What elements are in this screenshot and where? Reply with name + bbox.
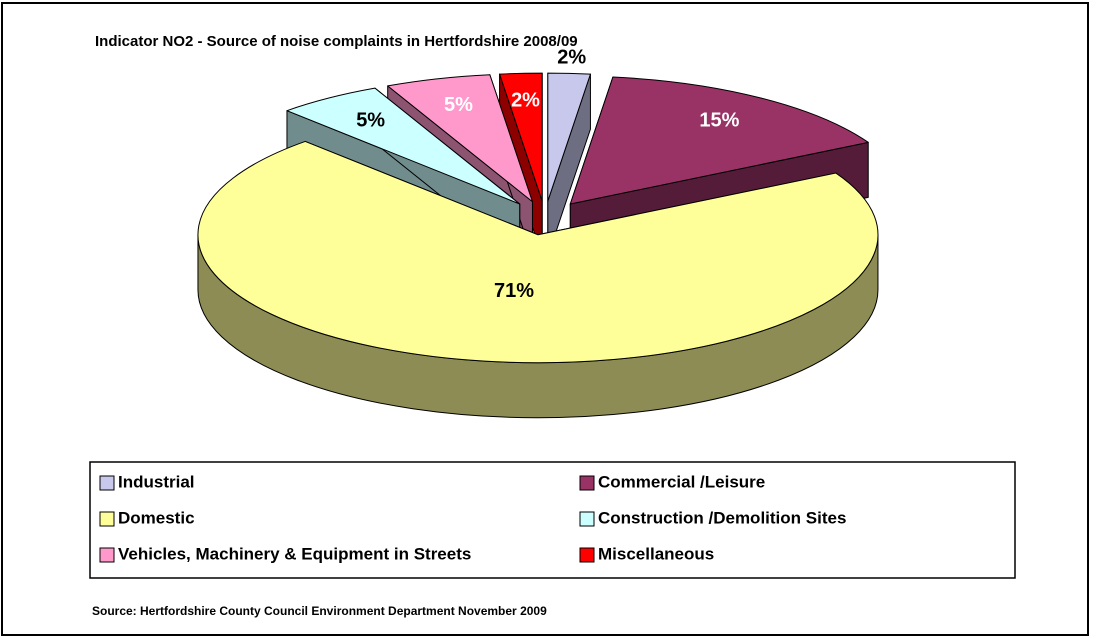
legend-swatch — [99, 511, 115, 527]
slice-top — [499, 72, 543, 202]
pie-slice: 2% — [547, 46, 591, 257]
slice-top — [387, 74, 533, 203]
legend-label: Industrial — [118, 472, 195, 491]
data-label: 5% — [356, 110, 385, 132]
legend-swatch — [579, 547, 595, 563]
legend-label: Vehicles, Machinery & Equipment in Stree… — [118, 544, 471, 563]
slice-top — [286, 87, 521, 205]
pie-slice: 71% — [197, 140, 879, 419]
source-note: Source: Hertfordshire County Council Env… — [92, 604, 547, 618]
chart-title: Indicator NO2 - Source of noise complain… — [95, 33, 578, 50]
data-label: 2% — [511, 90, 540, 112]
slice-top — [197, 140, 879, 364]
legend-swatch — [579, 475, 595, 491]
legend-swatch — [579, 511, 595, 527]
data-label: 5% — [444, 94, 473, 116]
legend-label: Domestic — [118, 508, 195, 527]
legend-label: Construction /Demolition Sites — [598, 508, 846, 527]
data-label: 2% — [557, 46, 586, 68]
legend-label: Commercial /Leisure — [598, 472, 765, 491]
legend-box — [89, 461, 1016, 579]
legend-label: Miscellaneous — [598, 544, 714, 563]
legend-swatch — [99, 547, 115, 563]
data-label: 15% — [699, 110, 739, 132]
data-label: 71% — [494, 280, 534, 302]
legend-swatch — [99, 475, 115, 491]
slice-top — [547, 72, 591, 202]
slice-top — [569, 76, 869, 205]
